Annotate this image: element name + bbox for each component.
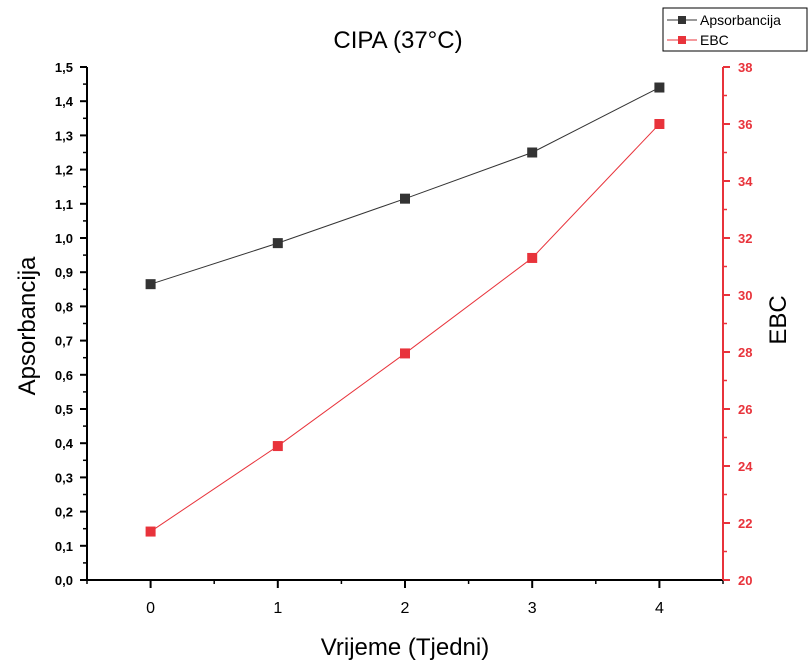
y-right-axis-title: EBC	[765, 295, 792, 344]
y-right-tick-label: 36	[738, 117, 752, 132]
y-left-tick-label: 0,5	[55, 402, 73, 417]
data-point-apsorbancija	[654, 82, 665, 93]
y-left-tick-label: 0,1	[55, 539, 73, 554]
data-point-apsorbancija	[145, 279, 156, 290]
x-ticks: 0 1 2 3 4	[86, 580, 724, 617]
y-right-tick-label: 24	[738, 459, 753, 474]
y-left-tick-label: 0,7	[55, 334, 73, 349]
data-point-ebc	[272, 441, 283, 452]
series-layer	[145, 82, 665, 537]
legend: Apsorbancija EBC	[662, 7, 808, 52]
x-tick-label: 4	[655, 600, 664, 617]
legend-item-apsorbancija: Apsorbancija	[667, 12, 781, 28]
y-right-tick-label: 26	[738, 402, 752, 417]
y-left-tick-label: 1,5	[55, 60, 73, 75]
series-line-apsorbancija	[150, 87, 660, 285]
legend-marker-ebc	[678, 36, 686, 44]
y-left-tick-label: 0,3	[55, 470, 73, 485]
y-right-axis-label: EBC	[765, 295, 792, 344]
x-tick-label: 3	[528, 600, 537, 617]
data-point-ebc	[527, 252, 538, 263]
y-right-tick-label: 28	[738, 345, 752, 360]
x-tick-label: 1	[273, 600, 282, 617]
y-right-tick-label: 38	[738, 60, 752, 75]
y-left-tick-label: 1,3	[55, 128, 73, 143]
y-right-tick-label: 20	[738, 573, 752, 588]
y-left-tick-label: 0,9	[55, 265, 73, 280]
data-point-apsorbancija	[400, 193, 410, 204]
legend-marker-apsorbancija	[678, 16, 686, 24]
y-left-ticks: 0,0 0,1 0,2 0,3 0,4 0,5 0,6 0,7 0,8 0,9 1,0 1,1 1,2 1…	[55, 60, 87, 588]
y-left-tick-label: 0,6	[55, 368, 73, 383]
y-left-axis-title: Apsorbancija	[14, 256, 41, 395]
data-point-ebc	[654, 119, 665, 129]
legend-label-ebc: EBC	[700, 32, 729, 48]
data-point-apsorbancija	[527, 147, 538, 158]
y-left-tick-label: 1,0	[55, 231, 73, 246]
y-right-ticks: 20 22 24 26 28 30 32 34 36 38	[723, 60, 753, 588]
y-left-tick-label: 0,8	[55, 299, 73, 314]
y-right-tick-label: 30	[738, 288, 752, 303]
y-left-tick-label: 1,2	[55, 163, 73, 178]
legend-label-apsorbancija: Apsorbancija	[700, 12, 781, 28]
y-right-tick-label: 32	[738, 231, 752, 246]
y-left-tick-label: 0,4	[55, 436, 74, 451]
y-left-axis-label: Apsorbancija	[14, 256, 41, 395]
y-right-tick-label: 34	[738, 174, 753, 189]
y-left-tick-label: 0,0	[55, 573, 73, 588]
data-point-ebc	[145, 526, 156, 537]
x-tick-label: 2	[401, 600, 410, 617]
series-line-ebc	[150, 123, 660, 532]
legend-item-ebc: EBC	[667, 32, 729, 48]
chart-title: CIPA (37°C)	[333, 27, 462, 54]
y-right-tick-label: 22	[738, 516, 752, 531]
x-tick-label: 0	[146, 600, 155, 617]
y-left-tick-label: 1,4	[55, 94, 74, 109]
data-point-apsorbancija	[272, 238, 283, 249]
legend-box	[662, 7, 808, 52]
y-left-tick-label: 1,1	[55, 197, 73, 212]
x-axis-title: Vrijeme (Tjedni)	[321, 634, 489, 661]
y-left-tick-label: 0,2	[55, 505, 73, 520]
data-point-ebc	[400, 348, 410, 359]
